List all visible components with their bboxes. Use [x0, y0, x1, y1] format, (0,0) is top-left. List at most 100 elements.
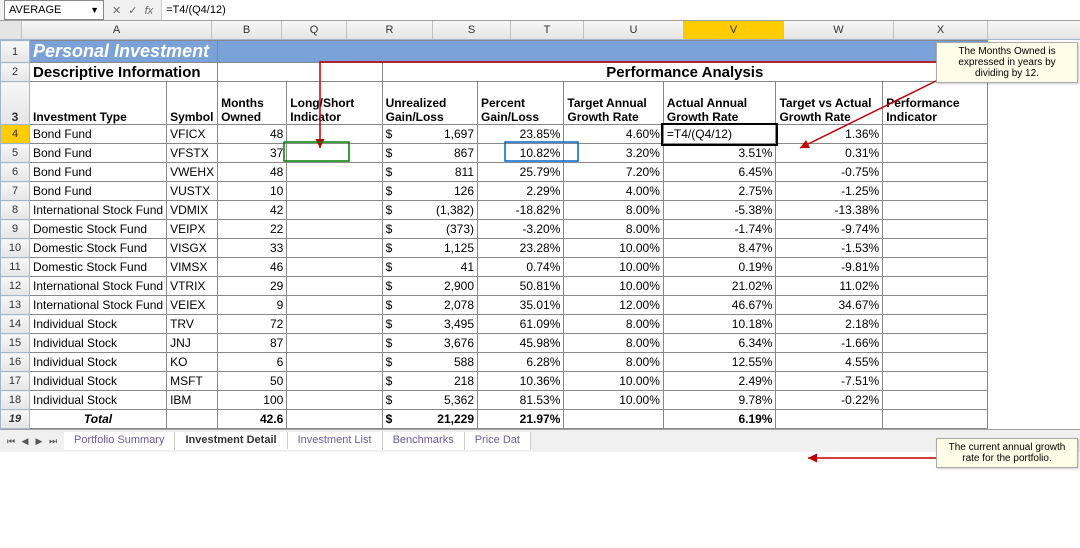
cell[interactable]: 3.20% [564, 144, 664, 163]
header-cell[interactable]: Months Owned [218, 82, 287, 125]
cell[interactable] [287, 353, 382, 372]
sheet-tab[interactable]: Benchmarks [383, 432, 465, 450]
cell[interactable]: 10.00% [564, 372, 664, 391]
cell[interactable]: 10.00% [564, 391, 664, 410]
cell[interactable]: Individual Stock [30, 353, 167, 372]
cell[interactable]: VFSTX [167, 144, 218, 163]
cell[interactable]: -0.22% [776, 391, 883, 410]
cell[interactable] [287, 239, 382, 258]
cell[interactable]: -1.66% [776, 334, 883, 353]
cell[interactable]: KO [167, 353, 218, 372]
cell[interactable]: 10.18% [663, 315, 776, 334]
cell[interactable]: 2.29% [478, 182, 564, 201]
cell[interactable]: 29 [218, 277, 287, 296]
total-label[interactable]: Total [30, 410, 167, 429]
cell[interactable]: $(1,382) [382, 201, 477, 220]
cell[interactable]: $126 [382, 182, 477, 201]
cell[interactable]: 22 [218, 220, 287, 239]
cell[interactable] [883, 125, 988, 144]
cell[interactable]: 12.00% [564, 296, 664, 315]
cell[interactable] [287, 410, 382, 429]
cell[interactable] [776, 410, 883, 429]
total-ugl[interactable]: $21,229 [382, 410, 477, 429]
cell[interactable]: VUSTX [167, 182, 218, 201]
row-header[interactable]: 2 [1, 63, 30, 82]
cell[interactable]: 1.36% [776, 125, 883, 144]
cancel-icon[interactable]: ✕ [112, 5, 121, 17]
cell[interactable]: 7.20% [564, 163, 664, 182]
header-cell[interactable]: Percent Gain/Loss [478, 82, 564, 125]
row-header[interactable]: 11 [1, 258, 30, 277]
header-cell[interactable]: Performance Indicator [883, 82, 988, 125]
cell[interactable]: $1,125 [382, 239, 477, 258]
cell[interactable]: 12.55% [663, 353, 776, 372]
cell[interactable] [883, 163, 988, 182]
row-header[interactable]: 16 [1, 353, 30, 372]
sheet-tab[interactable]: Portfolio Summary [64, 432, 175, 450]
cell[interactable]: VDMIX [167, 201, 218, 220]
cell[interactable]: 0.31% [776, 144, 883, 163]
cell[interactable] [287, 125, 382, 144]
cell[interactable]: VFICX [167, 125, 218, 144]
cell[interactable]: 46.67% [663, 296, 776, 315]
name-box[interactable]: AVERAGE ▼ [4, 0, 104, 20]
cell[interactable] [883, 296, 988, 315]
dropdown-icon[interactable]: ▼ [90, 5, 99, 15]
header-cell[interactable]: Unrealized Gain/Loss [382, 82, 477, 125]
cell[interactable]: -13.38% [776, 201, 883, 220]
cell[interactable]: -9.74% [776, 220, 883, 239]
cell[interactable]: 4.55% [776, 353, 883, 372]
cell[interactable] [167, 410, 218, 429]
cell[interactable]: 10.00% [564, 258, 664, 277]
cell[interactable]: 9.78% [663, 391, 776, 410]
row-header[interactable]: 14 [1, 315, 30, 334]
cell[interactable] [287, 334, 382, 353]
cell[interactable] [287, 258, 382, 277]
cell[interactable] [287, 182, 382, 201]
cell[interactable]: -18.82% [478, 201, 564, 220]
cell[interactable]: $41 [382, 258, 477, 277]
col-header[interactable]: W [784, 21, 894, 39]
cell[interactable]: 8.00% [564, 315, 664, 334]
cell[interactable]: $2,078 [382, 296, 477, 315]
cell[interactable]: VISGX [167, 239, 218, 258]
cell[interactable]: $3,676 [382, 334, 477, 353]
col-header[interactable]: B [212, 21, 282, 39]
sheet-tab[interactable]: Investment List [288, 432, 383, 450]
cell[interactable]: 23.28% [478, 239, 564, 258]
cell[interactable]: 2.49% [663, 372, 776, 391]
cell[interactable]: Bond Fund [30, 163, 167, 182]
row-header[interactable]: 10 [1, 239, 30, 258]
cell[interactable] [218, 63, 383, 82]
cell[interactable]: VWEHX [167, 163, 218, 182]
header-cell[interactable]: Target Annual Growth Rate [564, 82, 664, 125]
cell[interactable]: International Stock Fund [30, 277, 167, 296]
cell[interactable]: $811 [382, 163, 477, 182]
cell[interactable] [287, 220, 382, 239]
section-right[interactable]: Performance Analysis [382, 63, 987, 82]
col-header[interactable]: U [584, 21, 684, 39]
cell[interactable]: 8.47% [663, 239, 776, 258]
cell[interactable] [883, 201, 988, 220]
row-header[interactable]: 1 [1, 41, 30, 63]
cell[interactable]: 100 [218, 391, 287, 410]
row-header[interactable]: 4 [1, 125, 30, 144]
row-header[interactable]: 7 [1, 182, 30, 201]
total-aagr[interactable]: 6.19% [663, 410, 776, 429]
col-header[interactable]: A [22, 21, 212, 39]
header-cell[interactable]: Long/Short Indicator [287, 82, 382, 125]
sheet-tab[interactable]: Investment Detail [175, 432, 287, 450]
cell[interactable]: 46 [218, 258, 287, 277]
cell[interactable] [883, 182, 988, 201]
col-header[interactable]: X [894, 21, 988, 39]
cell[interactable]: Domestic Stock Fund [30, 258, 167, 277]
cell[interactable]: Bond Fund [30, 125, 167, 144]
cell[interactable]: Domestic Stock Fund [30, 239, 167, 258]
cell[interactable]: International Stock Fund [30, 201, 167, 220]
cell[interactable] [883, 391, 988, 410]
cell[interactable]: VTRIX [167, 277, 218, 296]
sheet-tab[interactable]: Price Dat [465, 432, 531, 450]
cell[interactable]: JNJ [167, 334, 218, 353]
cell[interactable]: VEIEX [167, 296, 218, 315]
cell[interactable]: -1.53% [776, 239, 883, 258]
